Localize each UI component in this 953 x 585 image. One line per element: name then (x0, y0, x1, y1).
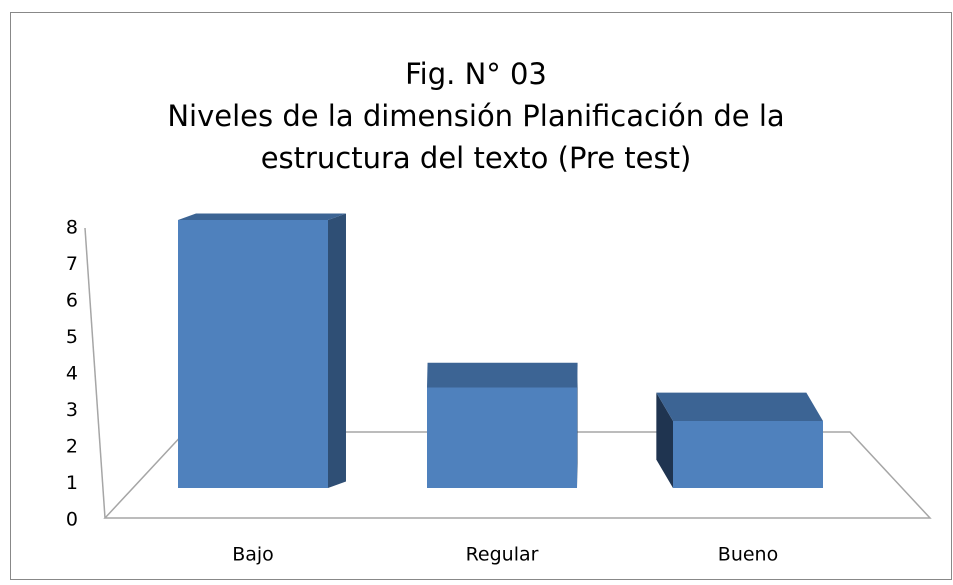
y-tick-label: 0 (66, 509, 78, 531)
y-tick-label: 4 (66, 363, 78, 385)
bar-side (656, 392, 673, 488)
y-tick-label: 3 (66, 399, 78, 421)
y-tick-label: 6 (66, 290, 78, 312)
bar-side (328, 213, 346, 488)
y-tick-label: 2 (66, 436, 78, 458)
y-axis (84, 227, 106, 519)
bar-top (178, 213, 346, 220)
bar (673, 421, 823, 488)
x-tick-label: Regular (466, 544, 539, 566)
y-tick-label: 5 (66, 326, 78, 348)
chart-border (10, 12, 952, 580)
x-tick-label: Bajo (232, 544, 274, 566)
floor (103, 431, 932, 519)
y-tick-label: 1 (66, 472, 78, 494)
bar-side (577, 362, 578, 488)
x-tick-label: Bueno (718, 544, 778, 566)
y-tick-label: 7 (66, 253, 78, 275)
bar-top (427, 362, 578, 388)
bar-top (656, 392, 823, 421)
bar (427, 387, 577, 488)
y-tick-label: 8 (66, 217, 78, 239)
chart-title: Niveles de la dimensión Planificación de… (167, 99, 784, 133)
chart-title: Fig. N° 03 (405, 57, 547, 91)
bar (178, 220, 328, 488)
chart-title: estructura del texto (Pre test) (261, 141, 692, 175)
